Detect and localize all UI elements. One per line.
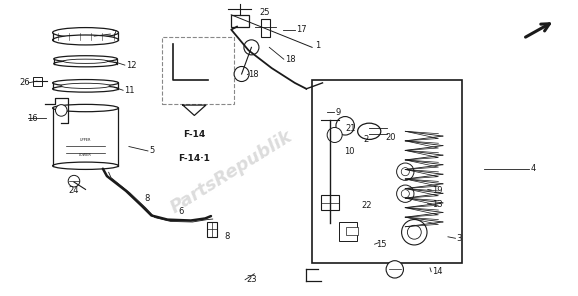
Circle shape (386, 261, 403, 278)
Bar (231, 15, 249, 27)
Text: 10: 10 (344, 147, 355, 156)
Ellipse shape (54, 56, 117, 62)
Bar (207, 222, 217, 237)
Bar (339, 222, 357, 242)
Text: F-14·1: F-14·1 (179, 154, 210, 163)
Bar (312, 80, 462, 263)
Ellipse shape (53, 162, 118, 169)
Circle shape (401, 190, 409, 198)
Ellipse shape (53, 80, 118, 86)
Text: 23: 23 (246, 275, 257, 284)
Ellipse shape (64, 59, 108, 63)
Circle shape (244, 40, 259, 55)
Text: 5: 5 (149, 147, 154, 155)
Ellipse shape (53, 35, 118, 45)
Ellipse shape (53, 28, 118, 38)
Ellipse shape (53, 104, 118, 112)
Text: 16: 16 (27, 114, 38, 123)
Text: 9: 9 (335, 108, 340, 117)
Text: 11: 11 (124, 86, 135, 95)
Text: 13: 13 (432, 200, 443, 209)
Text: 2: 2 (363, 135, 368, 144)
Text: 15: 15 (376, 240, 386, 249)
Circle shape (327, 128, 342, 142)
Text: 24: 24 (68, 186, 79, 195)
Text: PartsRepublik: PartsRepublik (167, 127, 295, 217)
Text: 12: 12 (126, 61, 136, 70)
Text: 19: 19 (432, 186, 443, 194)
Text: 25: 25 (259, 8, 269, 17)
Circle shape (336, 117, 354, 135)
Text: 8: 8 (224, 232, 229, 241)
Text: 26: 26 (19, 78, 29, 87)
Text: 22: 22 (361, 201, 372, 210)
Text: 18: 18 (285, 55, 295, 64)
Ellipse shape (358, 123, 381, 139)
Text: UPPER: UPPER (80, 138, 91, 141)
Text: 4: 4 (531, 164, 536, 173)
Text: LOWER: LOWER (79, 153, 92, 157)
Text: 18: 18 (249, 70, 259, 79)
Bar (162, 37, 234, 104)
Text: 6: 6 (178, 207, 183, 216)
Bar (261, 19, 270, 37)
Circle shape (407, 225, 421, 239)
Text: 8: 8 (144, 194, 150, 203)
Text: F-14: F-14 (183, 130, 205, 139)
Circle shape (55, 104, 67, 116)
Text: 14: 14 (432, 267, 443, 276)
Text: 21: 21 (346, 124, 356, 133)
Ellipse shape (61, 83, 110, 89)
Text: 20: 20 (385, 133, 395, 142)
Circle shape (401, 168, 409, 176)
Text: 1: 1 (315, 41, 320, 50)
Text: 17: 17 (296, 25, 306, 34)
Circle shape (68, 175, 80, 187)
Circle shape (234, 67, 249, 81)
Circle shape (402, 220, 427, 245)
Bar (321, 195, 339, 210)
Bar (346, 227, 358, 236)
Circle shape (397, 185, 414, 202)
Text: 7: 7 (111, 30, 116, 38)
Circle shape (397, 163, 414, 180)
Ellipse shape (53, 86, 118, 92)
Bar (33, 77, 42, 86)
Text: 3: 3 (457, 234, 462, 243)
Ellipse shape (54, 60, 117, 67)
